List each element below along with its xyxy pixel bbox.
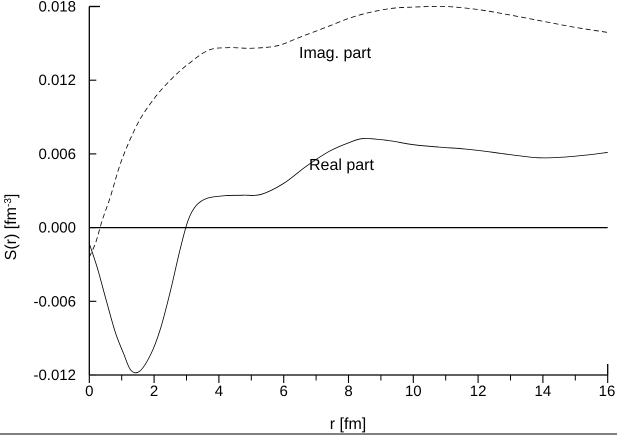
svg-text:0.012: 0.012	[38, 72, 76, 89]
svg-text:r [fm]: r [fm]	[330, 416, 366, 433]
svg-text:2: 2	[150, 383, 158, 400]
svg-text:6: 6	[280, 383, 288, 400]
svg-text:8: 8	[344, 383, 352, 400]
svg-text:14: 14	[535, 383, 552, 400]
svg-text:0: 0	[85, 383, 93, 400]
svg-text:-0.006: -0.006	[33, 293, 76, 310]
svg-text:S(r) [fm-3]: S(r) [fm-3]	[3, 194, 21, 261]
svg-text:0.006: 0.006	[38, 146, 76, 163]
svg-text:0.000: 0.000	[38, 220, 76, 237]
svg-text:Real part: Real part	[309, 157, 374, 174]
svg-text:16: 16	[599, 383, 616, 400]
svg-text:12: 12	[470, 383, 487, 400]
svg-text:Imag. part: Imag. part	[299, 45, 372, 62]
svg-text:0.018: 0.018	[38, 0, 76, 16]
svg-text:4: 4	[215, 383, 223, 400]
svg-text:-0.012: -0.012	[33, 367, 76, 384]
svg-text:10: 10	[405, 383, 422, 400]
